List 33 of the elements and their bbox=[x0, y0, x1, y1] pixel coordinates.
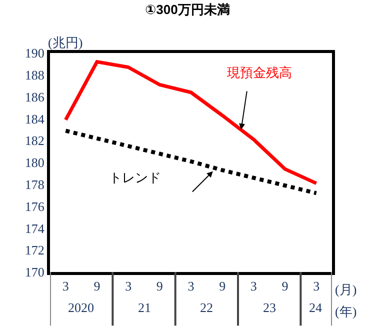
line-series bbox=[64, 60, 318, 186]
y-tick-label: 188 bbox=[24, 67, 44, 82]
text: 22 bbox=[200, 300, 213, 315]
y-tick-label: 176 bbox=[24, 198, 45, 214]
y-tick-label: 180 bbox=[24, 155, 44, 170]
text: 現預金残高 bbox=[227, 65, 292, 80]
x-tick-label: 3 bbox=[125, 278, 132, 294]
y-tick-label: 182 bbox=[24, 133, 44, 148]
text: 23 bbox=[263, 300, 276, 315]
text: (月) bbox=[335, 282, 357, 297]
x-tick-label: 3 bbox=[188, 278, 194, 294]
y-tick-label: 170 bbox=[24, 264, 44, 280]
x-tick-label: 3 bbox=[62, 278, 69, 294]
text: 21 bbox=[138, 300, 151, 315]
x-tick-label: 9 bbox=[282, 278, 288, 294]
y-axis-title: (兆円) bbox=[48, 35, 83, 50]
chart-title: ①300万円未満 bbox=[145, 2, 230, 18]
y-tick-label: 174 bbox=[24, 220, 45, 236]
x-tick-label: 3 bbox=[250, 278, 257, 294]
text: 24 bbox=[309, 300, 322, 315]
x-tick-label: 3 bbox=[313, 278, 320, 294]
x-tick-label: 9 bbox=[156, 278, 163, 294]
text: 2020 bbox=[68, 300, 94, 315]
y-tick-label: 184 bbox=[24, 111, 45, 126]
y-tick-label: 186 bbox=[24, 89, 45, 104]
y-tick-label: 190 bbox=[24, 46, 44, 61]
x-tick-label: 9 bbox=[219, 278, 226, 294]
y-tick-label: 172 bbox=[24, 242, 44, 258]
series-label: トレンド bbox=[109, 170, 161, 185]
x-tick-label: 9 bbox=[94, 278, 100, 294]
text: (年) bbox=[335, 304, 357, 319]
y-tick-label: 178 bbox=[24, 176, 44, 192]
line-series bbox=[64, 128, 318, 196]
